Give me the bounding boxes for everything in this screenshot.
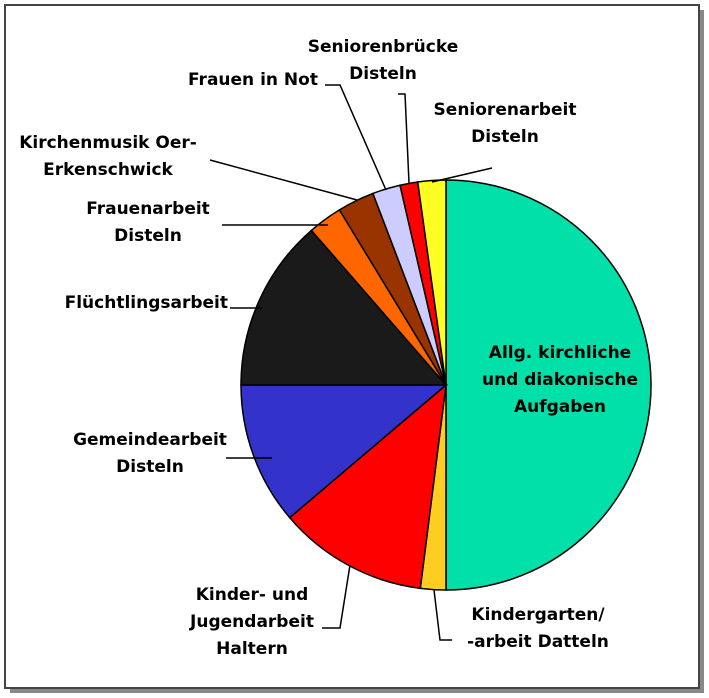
slice-label: Flüchtlingsarbeit	[65, 293, 228, 313]
pie-slice	[445, 179, 652, 591]
slice-label: Gemeindearbeit Disteln	[73, 430, 227, 477]
slice-label: Kindergarten/-arbeit Datteln	[467, 605, 609, 652]
slice-label: Frauen in Not	[188, 70, 318, 90]
leader-line	[325, 84, 387, 191]
pie-slice	[240, 229, 448, 386]
leader-line	[398, 93, 410, 184]
slice-label: Allg. kirchliche und diakonische Aufgaben	[482, 343, 638, 417]
leader-line	[433, 589, 452, 641]
slice-label: Kirchenmusik Oer-Erkenschwick	[19, 133, 197, 180]
slice-label: Frauenarbeit Disteln	[86, 199, 210, 246]
pie-slice	[288, 383, 447, 590]
leader-line	[431, 167, 493, 183]
slice-label: Seniorenarbeit Disteln	[434, 100, 577, 147]
pie-slice	[240, 384, 449, 519]
leader-line	[209, 159, 358, 201]
leader-line	[322, 564, 351, 629]
pie-slice	[416, 179, 447, 386]
slices	[240, 179, 652, 591]
slice-label: Seniorenbrücke Disteln	[308, 37, 459, 84]
slice-label: Kinder- und Jugendarbeit Haltern	[189, 585, 314, 659]
